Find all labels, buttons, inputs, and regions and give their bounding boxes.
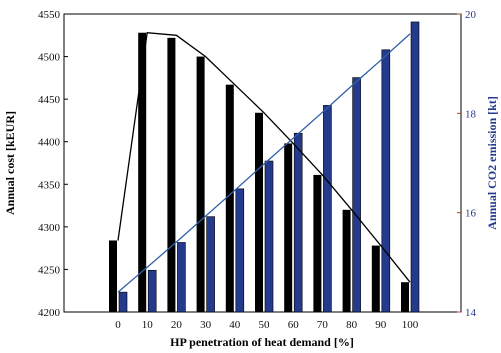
y-left-tick-label: 4300	[38, 222, 61, 234]
x-tick-label: 10	[142, 319, 154, 331]
bar-cost-60	[284, 143, 293, 312]
y-left-tick-label: 4500	[38, 52, 61, 64]
y-left-tick-label: 4200	[38, 307, 61, 319]
x-tick-label: 80	[346, 319, 358, 331]
x-axis-title: HP penetration of heat demand [%]	[170, 335, 354, 349]
x-tick-label: 100	[402, 319, 419, 331]
x-tick-label: 0	[115, 319, 121, 331]
bar-cost-100	[401, 282, 409, 312]
lines-layer	[117, 31, 411, 293]
ticks-layer: 4200 4250 4300 4350 4400 4450 4500 4550 14 16 18 20…	[38, 9, 477, 331]
y-left-tick-label: 4550	[38, 9, 61, 21]
bar-cost-0	[109, 240, 117, 312]
bar-cost-30	[196, 56, 205, 313]
x-tick-label: 90	[375, 319, 387, 331]
x-tick-label: 50	[259, 319, 271, 331]
bar-co2-100	[410, 21, 420, 313]
bar-cost-40	[225, 84, 234, 312]
bar-co2-10	[147, 269, 157, 313]
bar-co2-90	[381, 49, 391, 313]
bar-co2-40	[235, 188, 245, 313]
y-right-tick-label: 20	[465, 9, 477, 21]
bar-co2-80	[352, 77, 361, 313]
bar-co2-60	[293, 132, 303, 313]
bar-co2-50	[264, 160, 274, 313]
co2-trend-line	[117, 33, 411, 293]
bar-co2-0	[118, 291, 128, 313]
x-tick-label: 40	[229, 319, 241, 331]
bar-cost-20	[167, 37, 176, 313]
y-left-tick-label: 4350	[38, 179, 61, 191]
bar-cost-90	[371, 245, 380, 312]
y-left-tick-label: 4450	[38, 94, 61, 106]
bar-co2-30	[206, 216, 215, 313]
y-right-tick-label: 14	[465, 307, 477, 319]
x-tick-label: 20	[171, 319, 183, 331]
bar-cost-50	[255, 112, 263, 312]
y-axis-left-title: Annual cost [kEUR]	[3, 111, 17, 215]
y-right-tick-label: 18	[465, 108, 477, 120]
y-left-tick-label: 4400	[38, 137, 61, 149]
bar-cost-10	[138, 32, 147, 312]
x-tick-label: 70	[317, 319, 329, 331]
y-axis-right-title: Annual CO2 emission [kt]	[485, 96, 499, 230]
bar-cost-80	[342, 209, 351, 312]
x-tick-label: 60	[288, 319, 300, 331]
y-left-tick-label: 4250	[38, 264, 61, 276]
bar-cost-70	[313, 174, 322, 312]
y-right-tick-label: 16	[465, 208, 477, 220]
cost-trend-line	[117, 31, 411, 283]
bars-layer	[109, 21, 420, 313]
bar-co2-70	[323, 105, 332, 313]
bar-co2-20	[177, 242, 186, 313]
x-tick-label: 30	[200, 319, 212, 331]
